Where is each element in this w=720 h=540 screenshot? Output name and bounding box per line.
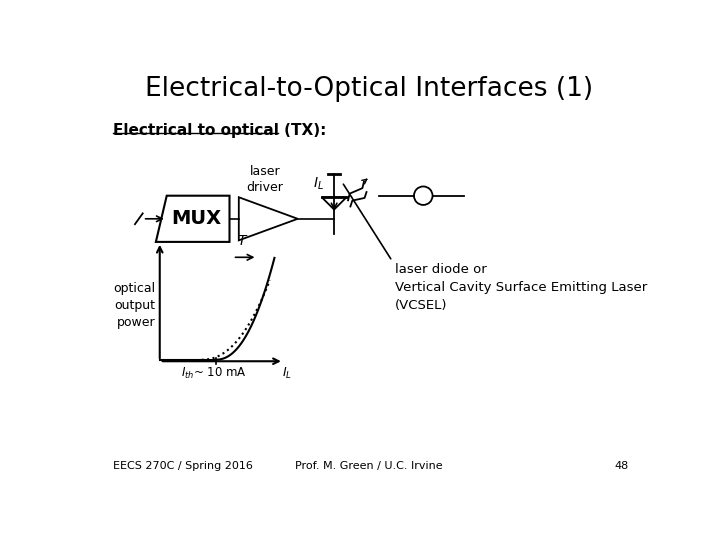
Text: $I_{th}$~ 10 mA: $I_{th}$~ 10 mA — [181, 366, 247, 381]
Polygon shape — [239, 197, 297, 240]
Text: Electrical to optical (TX):: Electrical to optical (TX): — [113, 123, 327, 138]
Text: MUX: MUX — [171, 210, 222, 228]
Text: 48: 48 — [614, 461, 629, 471]
Polygon shape — [322, 197, 346, 210]
Polygon shape — [156, 195, 230, 242]
Text: $I_L$: $I_L$ — [313, 176, 324, 192]
Text: EECS 270C / Spring 2016: EECS 270C / Spring 2016 — [113, 461, 253, 471]
Text: laser
driver: laser driver — [247, 165, 284, 194]
Text: Electrical-to-Optical Interfaces (1): Electrical-to-Optical Interfaces (1) — [145, 76, 593, 103]
Text: laser diode or
Vertical Cavity Surface Emitting Laser
(VCSEL): laser diode or Vertical Cavity Surface E… — [395, 262, 647, 312]
Text: T: T — [238, 234, 246, 248]
Text: Prof. M. Green / U.C. Irvine: Prof. M. Green / U.C. Irvine — [295, 461, 443, 471]
Text: optical
output
power: optical output power — [113, 282, 155, 329]
Text: $I_L$: $I_L$ — [282, 366, 292, 381]
